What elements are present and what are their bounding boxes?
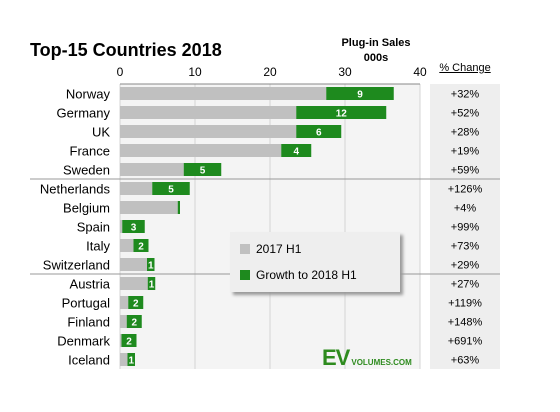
category-label: France xyxy=(70,144,110,159)
category-label: Spain xyxy=(77,220,110,235)
pct-change-value: +119% xyxy=(448,298,482,310)
category-label: Netherlands xyxy=(40,182,111,197)
x-tick-label-4: 40 xyxy=(413,65,427,79)
bar-growth xyxy=(147,277,156,290)
x-tick-label-2: 20 xyxy=(263,65,277,79)
pct-change-value: +148% xyxy=(448,317,483,329)
bar-growth xyxy=(326,87,394,100)
pct-change-value: +73% xyxy=(451,241,480,253)
pct-change-value: +99% xyxy=(451,222,480,234)
bar-2017 xyxy=(120,87,327,100)
growth-data-label: 5 xyxy=(168,185,174,196)
growth-data-label: 2 xyxy=(133,299,139,310)
category-label: Finland xyxy=(67,315,110,330)
category-label: Sweden xyxy=(63,163,110,178)
category-label: Germany xyxy=(57,106,111,121)
bar-growth xyxy=(281,144,312,157)
ev-volumes-logo: EV VOLUMES.COM xyxy=(322,345,412,371)
x-tick-label-1: 10 xyxy=(188,65,202,79)
bar-2017 xyxy=(120,220,123,233)
pct-change-value: +52% xyxy=(451,108,480,120)
pct-change-header: % Change xyxy=(439,62,491,74)
bar-growth xyxy=(177,201,180,214)
legend-swatch-growth xyxy=(240,270,250,280)
growth-data-label: 2 xyxy=(138,242,144,253)
legend: 2017 H1 Growth to 2018 H1 xyxy=(230,232,400,292)
growth-data-label: 6 xyxy=(316,128,322,139)
growth-data-label: 2 xyxy=(131,318,137,329)
category-label: UK xyxy=(92,125,110,140)
category-label: Iceland xyxy=(68,353,110,368)
bar-growth xyxy=(147,258,155,271)
pct-change-value: +4% xyxy=(454,203,477,215)
bar-growth xyxy=(126,315,142,328)
growth-data-label: 1 xyxy=(149,280,155,291)
logo-rest: VOLUMES.COM xyxy=(351,358,412,367)
bar-growth xyxy=(127,353,135,366)
growth-data-label: 2 xyxy=(126,337,132,348)
bar-2017 xyxy=(120,144,282,157)
x-tick-label-3: 30 xyxy=(338,65,352,79)
logo-ev: EV xyxy=(322,345,350,370)
bar-2017 xyxy=(120,239,134,252)
bar-2017 xyxy=(120,125,297,138)
bar-2017 xyxy=(120,296,129,309)
legend-label-2017: 2017 H1 xyxy=(256,242,302,256)
bar-growth xyxy=(121,334,137,347)
growth-data-label: 5 xyxy=(200,166,206,177)
bar-2017 xyxy=(120,353,128,366)
pct-change-value: +29% xyxy=(451,260,480,272)
pct-change-value: +27% xyxy=(451,279,480,291)
bar-2017 xyxy=(120,277,148,290)
category-label: Portugal xyxy=(62,296,111,311)
bar-2017 xyxy=(120,334,122,347)
bar-2017 xyxy=(120,315,127,328)
category-label: Norway xyxy=(66,87,111,102)
category-label: Denmark xyxy=(57,334,110,349)
bar-2017 xyxy=(120,258,147,271)
bar-growth xyxy=(152,182,190,195)
pct-change-value: +126% xyxy=(448,184,483,196)
bar-growth xyxy=(122,220,145,233)
legend-swatch-base xyxy=(240,244,250,254)
growth-data-label: 4 xyxy=(293,147,299,158)
growth-data-label: 3 xyxy=(131,223,137,234)
bar-growth xyxy=(128,296,144,309)
legend-item-2017: 2017 H1 xyxy=(240,242,301,256)
chart-title: Top-15 Countries 2018 xyxy=(30,40,222,60)
bar-growth xyxy=(296,125,342,138)
bar-growth xyxy=(133,239,149,252)
bar-2017 xyxy=(120,182,153,195)
legend-item-growth: Growth to 2018 H1 xyxy=(240,268,357,282)
bar-growth xyxy=(296,106,387,119)
pct-change-value: +19% xyxy=(451,146,480,158)
pct-change-value: +691% xyxy=(448,336,483,348)
pct-change-value: +32% xyxy=(451,89,480,101)
category-label: Italy xyxy=(86,239,110,254)
growth-data-label: 12 xyxy=(336,109,348,120)
legend-label-growth: Growth to 2018 H1 xyxy=(256,268,357,282)
x-tick-label-0: 0 xyxy=(117,65,124,79)
pct-change-value: +28% xyxy=(451,127,480,139)
pct-change-panel xyxy=(430,84,500,369)
bar-2017 xyxy=(120,163,184,176)
category-label: Switzerland xyxy=(43,258,110,273)
growth-data-label: 9 xyxy=(357,90,363,101)
category-label: Austria xyxy=(70,277,111,292)
growth-data-label: 1 xyxy=(128,356,134,367)
growth-data-label: 1 xyxy=(148,261,154,272)
bar-growth xyxy=(183,163,222,176)
unit-title-line1: Plug-in Sales xyxy=(341,37,411,49)
unit-title-line2: 000s xyxy=(363,52,389,64)
bar-2017 xyxy=(120,106,297,119)
pct-change-value: +59% xyxy=(451,165,480,177)
unit-title: Plug-in Sales 000s xyxy=(336,36,416,66)
category-label: Belgium xyxy=(63,201,110,216)
pct-change-value: +63% xyxy=(451,355,480,367)
bar-2017 xyxy=(120,201,178,214)
